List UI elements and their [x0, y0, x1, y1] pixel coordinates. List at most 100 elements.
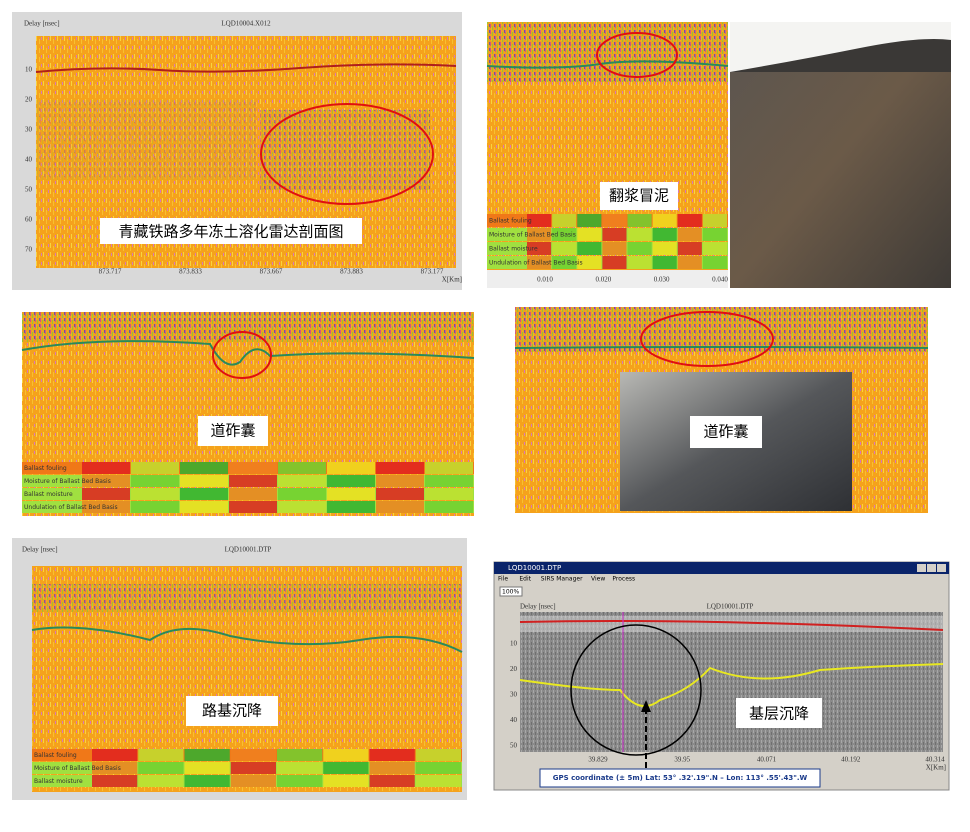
caption: 翻浆冒泥	[609, 187, 669, 205]
bar-label: Undulation of Ballast Bed Basis	[489, 260, 583, 267]
indicator-cell	[82, 475, 130, 487]
indicator-cell	[82, 501, 130, 513]
menu-item[interactable]: Edit	[519, 576, 531, 583]
indicator-cell	[602, 256, 627, 269]
indicator-cell	[184, 762, 230, 774]
x-tick-label: 39.829	[588, 756, 608, 764]
indicator-cell	[652, 214, 677, 227]
x-tick-label: 873.717	[99, 268, 122, 276]
indicator-cell	[677, 228, 702, 241]
indicator-cell	[230, 775, 276, 787]
window-controls	[917, 564, 946, 572]
indicator-cell	[527, 256, 552, 269]
x-tick-label: 873.883	[340, 268, 363, 276]
panel-6: LQD10001.DTP File Edit SIRS Manager View Pro…	[493, 561, 950, 791]
indicator-cell	[327, 501, 375, 513]
indicator-cell	[277, 762, 323, 774]
indicator-cell	[230, 749, 276, 761]
indicator-cell	[229, 488, 277, 500]
indicator-cell	[602, 242, 627, 255]
menu-item[interactable]: File	[498, 576, 508, 583]
indicator-cell	[376, 462, 424, 474]
panel-5: Delay [nsec] LQD10001.DTP 路基沉降 Ballast f…	[12, 538, 467, 800]
indicator-cell	[376, 475, 424, 487]
caption: 道砟囊	[703, 423, 748, 441]
panel-3: 道砟囊 Ballast fouling Moisture of Ballast B…	[21, 312, 475, 516]
indicator-cell	[677, 256, 702, 269]
y-tick-label: 60	[25, 216, 33, 224]
panel-2: 翻浆冒泥 Ballast fouling Moisture of Ballast …	[486, 22, 951, 288]
x-tick-label: 873.177	[421, 268, 444, 276]
indicator-cell	[180, 501, 228, 513]
x-tick-label: 0.030	[654, 276, 670, 284]
indicator-cell	[184, 749, 230, 761]
x-tick-label: 0.020	[595, 276, 611, 284]
indicator-cell	[92, 762, 138, 774]
indicator-cell	[229, 462, 277, 474]
caption: 道砟囊	[210, 422, 255, 440]
indicator-cell	[229, 501, 277, 513]
file-name: LQD10001.DTP	[707, 603, 754, 611]
indicator-cell	[415, 749, 461, 761]
indicator-cell	[82, 462, 130, 474]
indicator-cell	[552, 214, 577, 227]
indicator-cell	[527, 214, 552, 227]
indicator-cell	[425, 462, 473, 474]
zoom-select[interactable]: 100%	[502, 589, 519, 596]
indicator-cell	[323, 775, 369, 787]
bar-label: Moisture of Ballast Bed Basis	[34, 765, 121, 772]
indicator-cell	[552, 228, 577, 241]
close-button[interactable]	[937, 564, 946, 572]
indicator-cell	[415, 775, 461, 787]
indicator-cell	[627, 256, 652, 269]
menu-item[interactable]: Process	[612, 576, 635, 583]
maximize-button[interactable]	[927, 564, 936, 572]
indicator-cell	[180, 475, 228, 487]
bar-label: Ballast moisture	[489, 246, 538, 253]
caption: 青藏铁路多年冻土溶化雷达剖面图	[118, 223, 343, 241]
x-tick-label: 40.192	[841, 756, 861, 764]
indicator-cell	[131, 501, 179, 513]
indicator-cell	[652, 242, 677, 255]
indicator-cell	[376, 488, 424, 500]
x-tick-label: 0.040	[712, 276, 728, 284]
y-tick-label: 20	[25, 96, 33, 104]
indicator-cell	[577, 228, 602, 241]
bar-label: Moisture of Ballast Bed Basis	[24, 478, 111, 485]
indicator-cell	[138, 775, 184, 787]
bar-label: Ballast fouling	[24, 465, 67, 472]
indicator-cell	[369, 749, 415, 761]
indicator-cell	[376, 501, 424, 513]
indicator-cell	[702, 242, 727, 255]
indicator-cell	[230, 762, 276, 774]
menu-item[interactable]: SIRS Manager	[541, 576, 583, 583]
indicator-cell	[131, 462, 179, 474]
menu-item[interactable]: View	[591, 576, 605, 583]
indicator-cell	[327, 475, 375, 487]
x-tick-label: 873.833	[179, 268, 202, 276]
indicator-cell	[577, 256, 602, 269]
bar-label: Ballast fouling	[34, 752, 77, 759]
axis-title: Delay [nsec]	[22, 546, 58, 554]
indicator-cell	[180, 488, 228, 500]
bar-label: Ballast fouling	[489, 218, 532, 225]
indicator-cell	[131, 488, 179, 500]
y-tick-label: 70	[25, 246, 33, 254]
window-title: LQD10001.DTP	[508, 564, 561, 572]
y-tick-label: 50	[25, 186, 33, 194]
indicator-cell	[425, 501, 473, 513]
indicator-cell	[82, 488, 130, 500]
indicator-cell	[702, 256, 727, 269]
bar-label: Undulation of Ballast Bed Basis	[24, 504, 118, 511]
indicator-cell	[552, 256, 577, 269]
indicator-cell	[652, 256, 677, 269]
bar-label: Moisture of Ballast Bed Basis	[489, 232, 576, 239]
gps-coordinate: GPS coordinate (± 5m) Lat: 53° .32'.19".…	[553, 774, 808, 782]
axis-title: Delay [nsec]	[520, 603, 556, 611]
y-tick-label: 50	[510, 742, 518, 750]
minimize-button[interactable]	[917, 564, 926, 572]
indicator-cell	[278, 462, 326, 474]
indicator-cell	[602, 228, 627, 241]
indicator-cell	[577, 242, 602, 255]
